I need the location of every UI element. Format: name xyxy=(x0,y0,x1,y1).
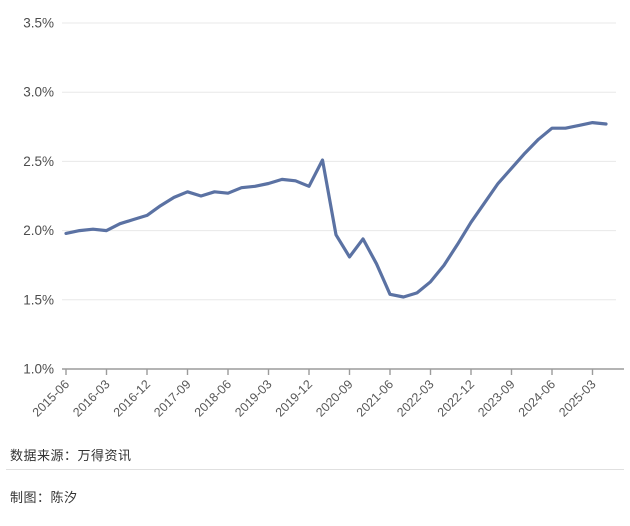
x-axis-label: 2024-06 xyxy=(516,377,558,419)
footer-credit: 制图：陈汐 xyxy=(10,490,78,505)
gridlines xyxy=(62,22,616,301)
footer-source: 数据来源：万得资讯 xyxy=(10,448,132,463)
x-axis-label: 2019-12 xyxy=(273,377,315,419)
x-axis-labels: 2015-062016-032016-122017-092018-062019-… xyxy=(30,377,599,419)
x-axis-label: 2023-09 xyxy=(475,377,517,419)
footer-divider xyxy=(6,469,624,470)
y-axis-labels: 3.5% 3.0% 2.5% 2.0% 1.5% 1.0% xyxy=(23,16,54,377)
x-axis-label: 2025-03 xyxy=(556,377,598,419)
y-axis-label: 3.5% xyxy=(23,16,54,31)
y-axis-label: 1.5% xyxy=(23,292,54,307)
x-axis-label: 2017-09 xyxy=(151,377,193,419)
x-axis-label: 2016-03 xyxy=(70,377,112,419)
y-axis-label: 1.0% xyxy=(23,362,54,377)
x-axis-label: 2018-06 xyxy=(192,377,234,419)
y-axis-label: 2.5% xyxy=(23,154,54,169)
x-axis-label: 2021-06 xyxy=(354,377,396,419)
y-axis-label: 3.0% xyxy=(23,85,54,100)
y-axis-label: 2.0% xyxy=(23,223,54,238)
x-axis-label: 2020-09 xyxy=(313,377,355,419)
x-axis-label: 2022-12 xyxy=(435,377,477,419)
x-axis-label: 2019-03 xyxy=(232,377,274,419)
x-axis xyxy=(62,368,624,375)
line-chart: 3.5%3.0%2.5%2.0%1.5%1.0% 2015-062016-032… xyxy=(23,16,624,420)
x-axis-label: 2015-06 xyxy=(30,377,72,419)
data-line xyxy=(64,120,608,299)
x-axis-label: 2016-12 xyxy=(111,377,153,419)
x-axis-label: 2022-03 xyxy=(394,377,436,419)
